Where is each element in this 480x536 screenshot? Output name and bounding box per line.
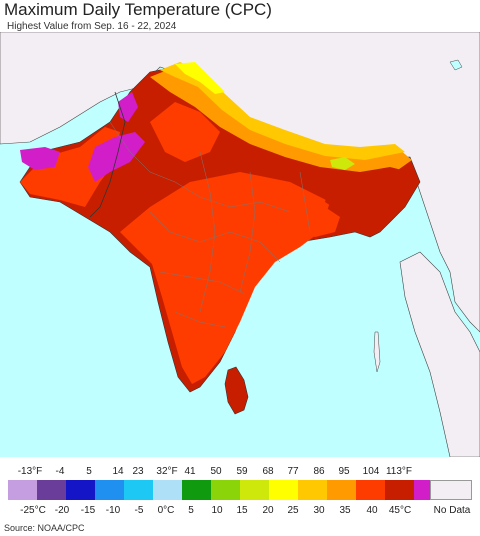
surrounding-land-southeast [399,251,480,457]
swatch-6 [182,480,211,500]
andaman-islands [373,331,381,373]
tick-f-8: 59 [236,466,248,477]
tick-c-6: 5 [188,505,194,516]
tick-f-5: 32°F [156,466,178,477]
tick-c-10: 25 [287,505,299,516]
fahrenheit-scale: -13°F -4 5 14 23 32°F 41 50 59 68 77 86 … [0,466,480,478]
swatch-11 [327,480,356,500]
tick-f-0: -13°F [17,466,43,477]
tick-c-11: 30 [313,505,325,516]
source-credit: Source: NOAA/CPC [4,523,85,533]
tick-f-4: 23 [132,466,144,477]
map-title: Maximum Daily Temperature (CPC) [4,0,272,19]
swatch-7 [211,480,240,500]
swatch-3 [95,480,124,500]
swatch-12 [356,480,385,500]
northeast-region [325,167,410,227]
bay-of-bengal-coast [300,207,340,237]
small-lake [449,59,463,71]
no-data-label: No Data [433,505,471,516]
swatch-1 [37,480,66,500]
tick-f-12: 95 [338,466,350,477]
swatch-13 [385,480,414,500]
tick-c-8: 15 [236,505,248,516]
himalaya-cool-belt [175,62,225,94]
admin-boundaries [109,121,311,328]
tick-f-10: 77 [287,466,299,477]
map-subtitle: Highest Value from Sep. 16 - 22, 2024 [7,21,177,32]
sri-lanka [224,366,249,415]
peninsula-hot-zone [120,172,330,384]
celsius-scale: -25°C -20 -15 -10 -5 0°C 5 10 15 20 25 3… [0,505,430,517]
tick-c-0: -25°C [20,505,46,516]
extreme-heat-punjab [118,92,138,122]
swatch-8 [240,480,269,500]
temperature-map [0,32,480,457]
tick-c-9: 20 [262,505,274,516]
swatch-4 [124,480,153,500]
tick-c-5: 0°C [157,505,175,516]
tibet-edge-cool [330,157,355,170]
tick-c-13: 40 [366,505,378,516]
tick-c-1: -20 [54,505,70,516]
tick-c-3: -10 [105,505,121,516]
tick-f-3: 14 [112,466,124,477]
swatch-0 [8,480,37,500]
no-data-swatch [430,480,472,500]
tick-f-9: 68 [262,466,274,477]
tick-f-7: 50 [210,466,222,477]
tick-f-13: 104 [362,466,380,477]
swatch-10 [298,480,327,500]
tick-f-11: 86 [313,466,325,477]
tick-f-6: 41 [184,466,196,477]
tick-c-4: -5 [134,505,144,516]
color-scale [8,480,472,500]
tick-f-1: -4 [55,466,65,477]
tick-c-12: 35 [339,505,351,516]
indus-plain-zone [150,102,220,162]
swatch-9 [269,480,298,500]
tick-f-14: 113°F [385,466,413,477]
swatch-5 [153,480,182,500]
extreme-heat-balochistan [20,147,60,170]
tick-c-2: -15 [80,505,96,516]
tick-c-14: 45°C [388,505,412,516]
tick-c-7: 10 [211,505,223,516]
international-border [89,91,126,218]
swatch-2 [66,480,95,500]
tick-f-2: 5 [86,466,92,477]
